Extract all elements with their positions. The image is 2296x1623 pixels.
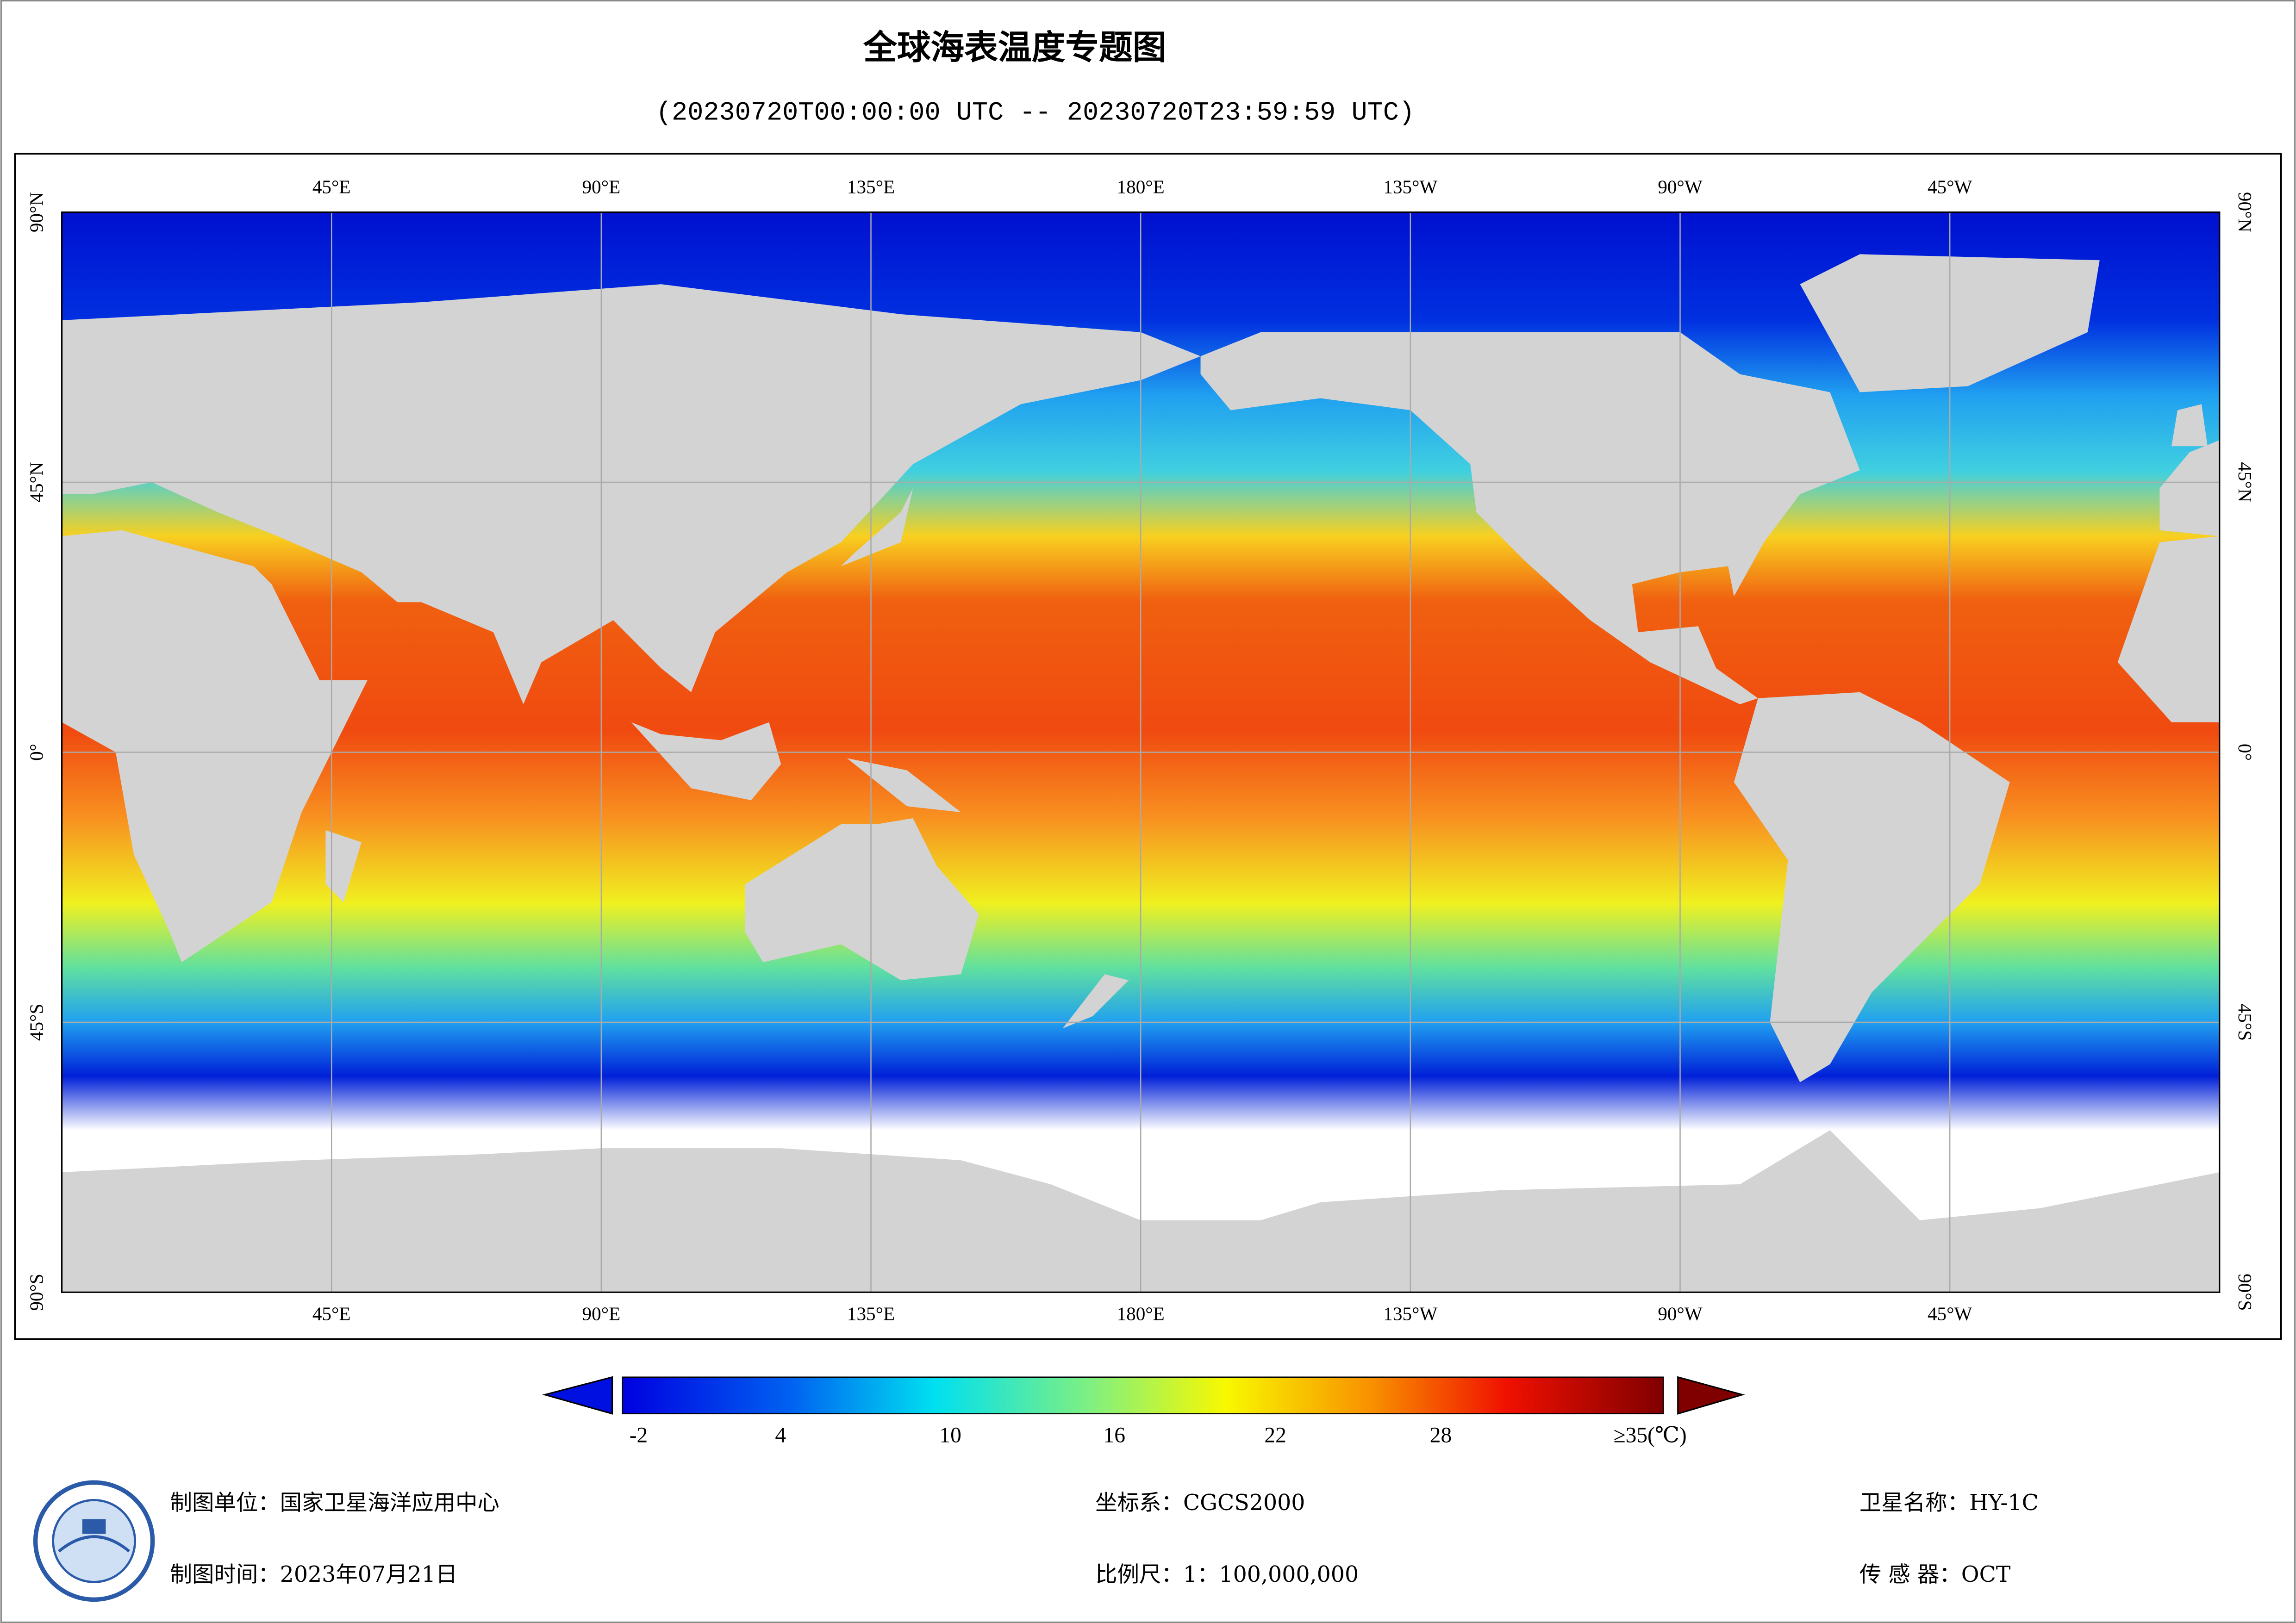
land — [2117, 536, 2220, 722]
land — [2171, 404, 2208, 447]
map-frame — [14, 153, 2282, 1340]
lat-label: 0° — [2234, 744, 2256, 761]
logo — [33, 1480, 155, 1602]
colorbar-high-arrow — [1677, 1376, 1745, 1415]
land — [62, 530, 368, 963]
lon-label: 135°W — [1383, 176, 1437, 197]
lon-label: 90°W — [1658, 1303, 1703, 1324]
lon-label: 45°E — [312, 1303, 351, 1324]
footer-satellite: 卫星名称：HY-1C — [1859, 1490, 2039, 1516]
footer-scale: 比例尺：1：100,000,000 — [1095, 1562, 1359, 1587]
lon-label: 45°W — [1928, 1303, 1972, 1324]
lat-label: 90°N — [2234, 192, 2256, 232]
colorbar-label: 4 — [775, 1423, 786, 1447]
colorbar-label: 16 — [1104, 1423, 1125, 1447]
lon-label: 135°E — [847, 176, 895, 197]
colorbar — [622, 1376, 1664, 1415]
colorbar-label: -2 — [630, 1423, 648, 1447]
colorbar-label: 10 — [939, 1423, 961, 1447]
land — [847, 758, 961, 813]
land — [62, 284, 1201, 704]
lat-label: 90°N — [25, 192, 47, 232]
footer-unit: 制图单位：国家卫星海洋应用中心 — [170, 1490, 499, 1516]
lon-label: 45°W — [1928, 176, 1972, 197]
footer-sensor: 传 感 器：OCT — [1859, 1562, 2011, 1587]
lon-label: 90°E — [582, 176, 621, 197]
footer-time: 制图时间：2023年07月21日 — [170, 1562, 458, 1587]
lat-label: 90°S — [25, 1274, 47, 1311]
colorbar-low-arrow — [542, 1376, 613, 1415]
lon-label: 90°E — [582, 1303, 621, 1324]
map-border — [61, 211, 2221, 1293]
lat-label: 0° — [25, 744, 47, 761]
colorbar-label: 28 — [1430, 1423, 1452, 1447]
land — [745, 818, 979, 981]
map — [62, 212, 2220, 1293]
colorbar-label: ≥35(℃) — [1614, 1423, 1687, 1447]
land — [325, 830, 362, 902]
land — [1062, 974, 1129, 1028]
lon-label: 180°E — [1117, 176, 1165, 197]
lat-label: 45°S — [25, 1004, 47, 1041]
footer-crs: 坐标系：CGCS2000 — [1095, 1490, 1305, 1516]
lon-label: 45°E — [312, 176, 351, 197]
colorbar-label: 22 — [1264, 1423, 1286, 1447]
subtitle: (20230720T00:00:00 UTC -- 20230720T23:59… — [656, 99, 1415, 128]
lat-label: 45°N — [25, 462, 47, 502]
title: 全球海表温度专题图 — [863, 28, 1166, 68]
lon-label: 135°E — [847, 1303, 895, 1324]
land — [841, 488, 913, 566]
lat-label: 90°S — [2234, 1274, 2256, 1311]
lon-label: 135°W — [1383, 1303, 1437, 1324]
lat-label: 45°S — [2234, 1004, 2256, 1041]
land — [1734, 692, 2010, 1082]
land — [631, 722, 781, 801]
land — [2159, 440, 2220, 536]
lat-label: 45°N — [2234, 462, 2256, 502]
land — [1200, 332, 1860, 704]
lon-label: 90°W — [1658, 176, 1703, 197]
lon-label: 180°E — [1117, 1303, 1165, 1324]
